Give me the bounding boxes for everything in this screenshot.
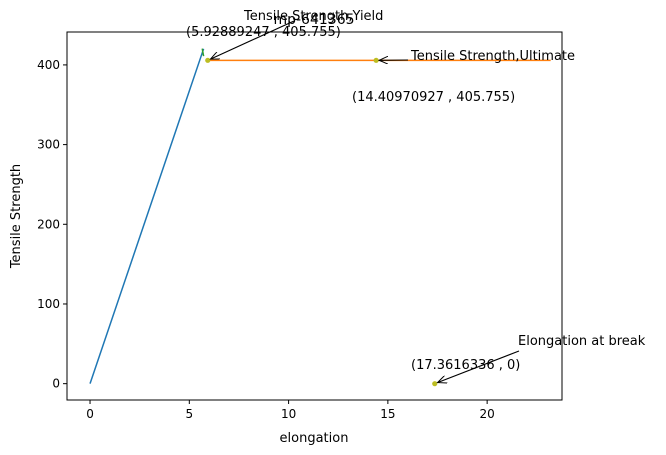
- annotations: Tensile Strength,Yield(5.92889247 , 405.…: [186, 9, 646, 383]
- annotation-label-ultimate: Tensile Strength,Ultimate: [410, 49, 575, 64]
- y-tick-label: 100: [37, 297, 60, 311]
- x-axis-label: elongation: [280, 431, 349, 446]
- data-point-0: [205, 57, 211, 63]
- series-line-2: [201, 48, 205, 57]
- x-tick-label: 0: [86, 407, 94, 421]
- chart-title: mp-641365: [273, 12, 354, 28]
- y-tick-label: 400: [37, 58, 60, 72]
- y-tick-label: 0: [52, 377, 60, 391]
- y-axis-label: Tensile Strength: [9, 164, 24, 269]
- y-axis-ticks: 0 100 200 300 400: [37, 58, 67, 391]
- x-tick-label: 5: [185, 407, 193, 421]
- x-tick-label: 10: [281, 407, 296, 421]
- series-line-0: [89, 48, 205, 384]
- x-tick-label: 20: [480, 407, 495, 421]
- data-point-2: [432, 381, 438, 387]
- plot-frame: [66, 31, 563, 401]
- y-tick-label: 200: [37, 217, 60, 231]
- annotation-arrow-yield: [210, 20, 295, 59]
- annotation-label-break: Elongation at break: [518, 334, 646, 349]
- x-axis-ticks: 0 5 10 15 20: [86, 400, 495, 421]
- annotation-coord-ultimate: (14.40970927 , 405.755): [352, 90, 515, 105]
- annotation-label-yield: Tensile Strength,Yield: [243, 9, 383, 24]
- annotation-arrow-break: [438, 350, 520, 383]
- annotation-coord-break: (17.3616336 , 0): [411, 358, 520, 373]
- annotation-coord-yield: (5.92889247 , 405.755): [186, 25, 341, 40]
- y-tick-label: 300: [37, 138, 60, 152]
- x-tick-label: 15: [380, 407, 395, 421]
- data-point-1: [373, 57, 379, 63]
